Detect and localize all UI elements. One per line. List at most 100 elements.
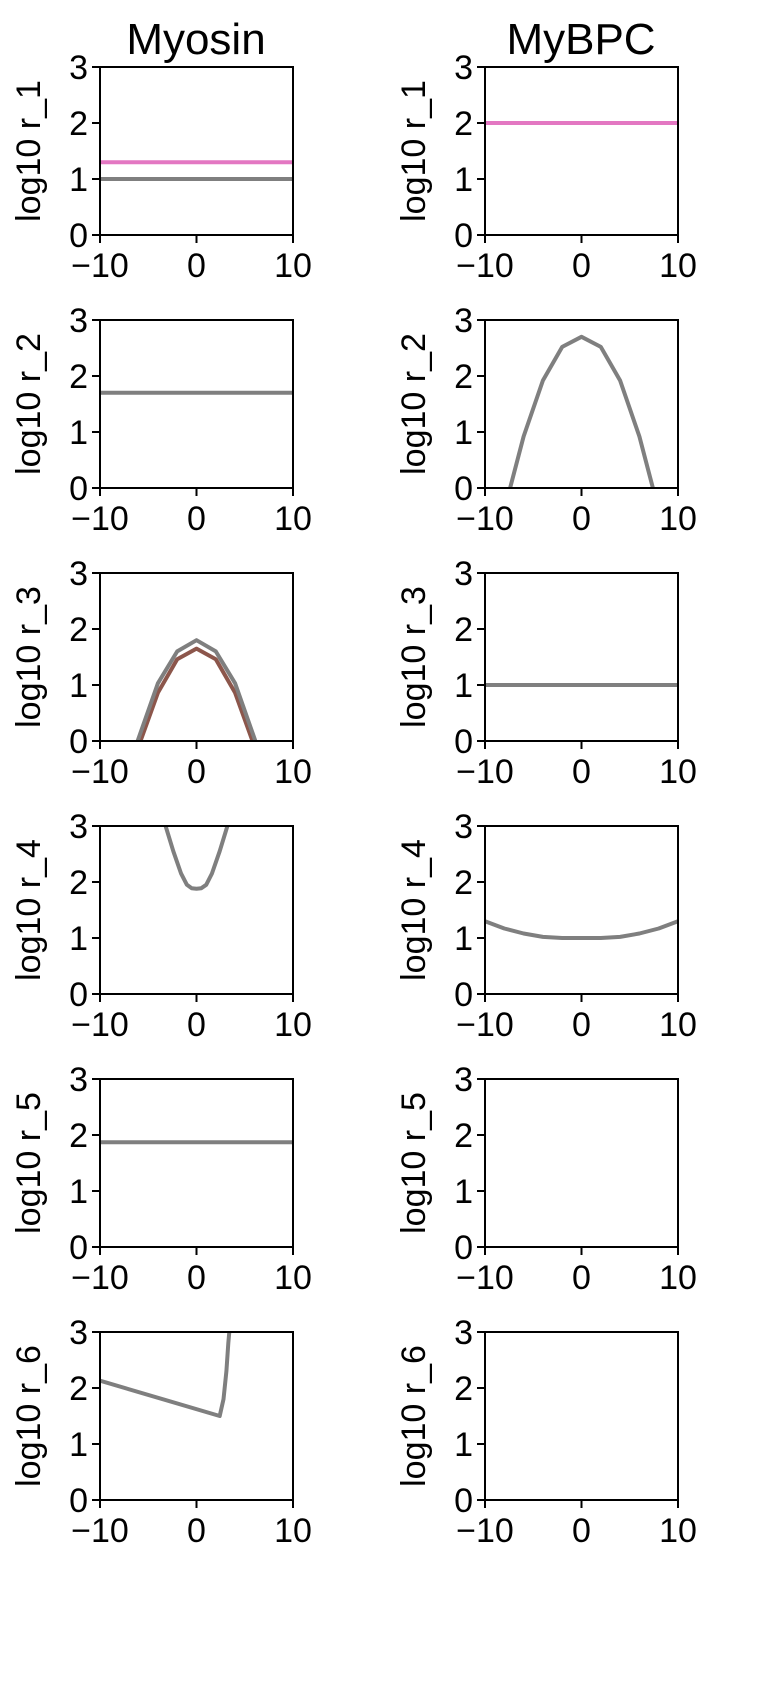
x-tick-label: 0 <box>572 1259 591 1297</box>
y-tick-label: 3 <box>69 1061 88 1099</box>
axes-frame <box>484 825 679 995</box>
y-tick-label: 3 <box>69 555 88 593</box>
axes-frame <box>484 319 679 489</box>
y-axis-label: log10 r_1 <box>395 80 433 222</box>
y-tick-label: 1 <box>69 667 88 705</box>
x-tick-label: 10 <box>274 1512 312 1550</box>
y-tick-label: 3 <box>454 555 473 593</box>
x-tick-label: 0 <box>572 500 591 538</box>
y-tick-label: 1 <box>69 920 88 958</box>
x-tick-label: −10 <box>456 753 514 791</box>
y-tick-label: 1 <box>454 1426 473 1464</box>
x-tick-label: 0 <box>187 753 206 791</box>
x-tick-label: 10 <box>659 1512 697 1550</box>
y-tick-label: 1 <box>69 1426 88 1464</box>
y-tick-label: 3 <box>69 302 88 340</box>
y-axis-label: log10 r_2 <box>10 333 48 475</box>
axes-frame <box>484 572 679 742</box>
y-tick-label: 0 <box>454 976 473 1014</box>
x-tick-label: 0 <box>187 1259 206 1297</box>
axes-frame <box>99 825 294 995</box>
column-title-mybpc: MyBPC <box>506 15 655 64</box>
column-title-myosin: Myosin <box>126 15 265 64</box>
x-tick-label: −10 <box>71 247 129 285</box>
y-tick-label: 0 <box>454 217 473 255</box>
x-tick-label: −10 <box>456 1259 514 1297</box>
y-axis-label: log10 r_6 <box>395 1345 433 1487</box>
x-tick-label: −10 <box>456 247 514 285</box>
y-tick-label: 0 <box>454 1229 473 1267</box>
x-tick-label: 10 <box>659 500 697 538</box>
x-tick-label: 10 <box>274 753 312 791</box>
y-tick-label: 3 <box>69 1314 88 1352</box>
y-tick-label: 2 <box>69 105 88 143</box>
series-line-myosin-r3-1 <box>135 638 258 741</box>
x-tick-label: −10 <box>71 753 129 791</box>
y-tick-label: 2 <box>454 1370 473 1408</box>
y-tick-label: 3 <box>69 49 88 87</box>
y-tick-label: 1 <box>69 414 88 452</box>
y-tick-label: 2 <box>69 1117 88 1155</box>
axes-frame <box>484 1331 679 1501</box>
axes-frame <box>484 1078 679 1248</box>
y-tick-label: 2 <box>69 358 88 396</box>
y-axis-label: log10 r_3 <box>395 586 433 728</box>
y-tick-label: 2 <box>454 105 473 143</box>
x-tick-label: 0 <box>572 247 591 285</box>
x-tick-label: 10 <box>274 500 312 538</box>
y-tick-label: 1 <box>454 161 473 199</box>
y-axis-label: log10 r_1 <box>10 80 48 222</box>
x-tick-label: 10 <box>274 1006 312 1044</box>
y-tick-label: 0 <box>454 470 473 508</box>
y-tick-label: 2 <box>454 611 473 649</box>
axes-frame <box>99 66 294 236</box>
x-tick-label: −10 <box>71 1259 129 1297</box>
axes-frame <box>99 1331 294 1501</box>
x-tick-label: 10 <box>659 1259 697 1297</box>
x-tick-label: 0 <box>187 247 206 285</box>
y-tick-label: 2 <box>69 864 88 902</box>
y-tick-label: 1 <box>454 414 473 452</box>
y-axis-label: log10 r_6 <box>10 1345 48 1487</box>
x-tick-label: −10 <box>456 1006 514 1044</box>
series-line-myosin-r4-0 <box>163 826 230 891</box>
x-tick-label: −10 <box>456 1512 514 1550</box>
x-tick-label: 10 <box>659 1006 697 1044</box>
y-tick-label: 2 <box>69 611 88 649</box>
y-tick-label: 0 <box>69 976 88 1014</box>
y-tick-label: 3 <box>454 49 473 87</box>
y-axis-label: log10 r_5 <box>10 1092 48 1234</box>
y-tick-label: 1 <box>454 920 473 958</box>
y-tick-label: 3 <box>454 302 473 340</box>
y-tick-label: 1 <box>69 1173 88 1211</box>
x-tick-label: 0 <box>187 1006 206 1044</box>
axes-frame <box>99 1078 294 1248</box>
y-tick-label: 3 <box>454 1061 473 1099</box>
x-tick-label: −10 <box>456 500 514 538</box>
y-tick-label: 1 <box>454 667 473 705</box>
y-axis-label: log10 r_3 <box>10 586 48 728</box>
y-tick-label: 2 <box>454 864 473 902</box>
series-line-mybpc-r4-0 <box>485 919 678 940</box>
x-tick-label: −10 <box>71 1512 129 1550</box>
y-axis-label: log10 r_5 <box>395 1092 433 1234</box>
x-tick-label: 0 <box>572 1512 591 1550</box>
x-tick-label: 0 <box>187 500 206 538</box>
x-tick-label: 10 <box>274 1259 312 1297</box>
y-tick-label: 0 <box>69 723 88 761</box>
y-tick-label: 3 <box>454 808 473 846</box>
x-tick-label: 0 <box>187 1512 206 1550</box>
axes-frame <box>99 319 294 489</box>
series-line-mybpc-r2-0 <box>508 334 655 488</box>
y-tick-label: 2 <box>454 358 473 396</box>
